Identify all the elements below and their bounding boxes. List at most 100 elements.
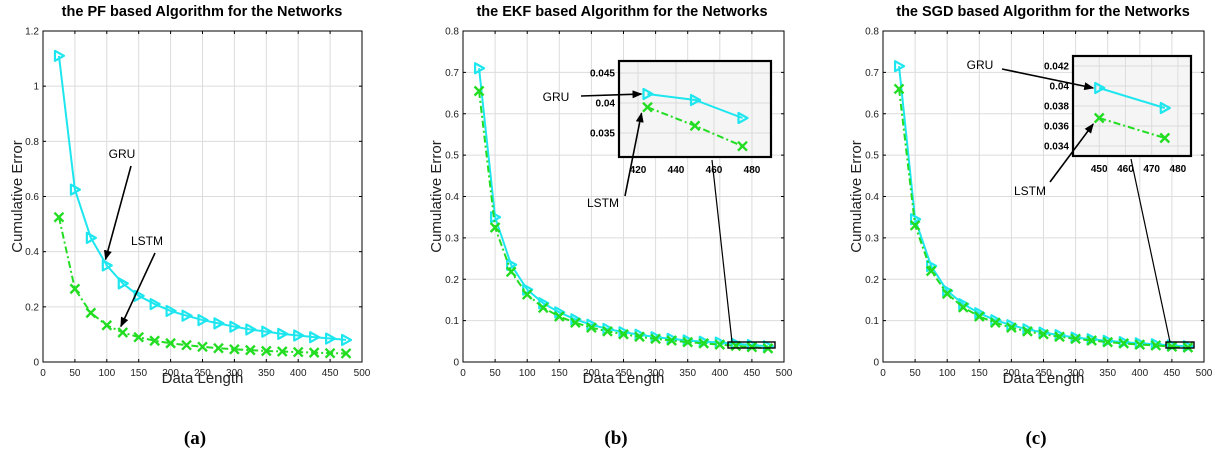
x-tick-label: 350	[258, 368, 275, 379]
data-point-gru	[909, 213, 922, 226]
inset-x-tick-label: 420	[630, 165, 647, 176]
data-point-lstm	[53, 211, 65, 223]
y-tick-label: 0.4	[445, 192, 459, 203]
data-point-lstm	[308, 347, 320, 358]
data-point-lstm	[505, 266, 517, 278]
x-axis-label: Data Length	[583, 370, 665, 387]
data-point-lstm	[602, 326, 613, 337]
y-tick-label: 0.8	[865, 27, 879, 38]
data-point-lstm	[1006, 322, 1017, 334]
x-tick-label: 500	[354, 368, 371, 379]
y-tick-label: 0.4	[25, 247, 39, 258]
zoom-region-box	[727, 341, 776, 349]
inset-x-tick-label: 480	[744, 165, 761, 176]
data-point-gru	[117, 277, 129, 290]
inset-y-tick-label: 0.035	[590, 129, 615, 140]
y-axis-label: Cumulative Error	[428, 140, 445, 253]
data-point-gru	[101, 259, 113, 272]
x-tick-label: 0	[880, 368, 886, 379]
y-tick-label: 0.3	[445, 233, 459, 244]
chart-title: the EKF based Algorithm for the Networks	[476, 4, 767, 20]
data-point-gru	[473, 62, 486, 75]
annotation-arrow	[120, 252, 156, 328]
annotation-gru: GRU	[967, 58, 994, 72]
y-tick-label: 0.1	[445, 316, 459, 327]
x-tick-label: 450	[1164, 368, 1181, 379]
data-point-gru	[340, 333, 353, 347]
x-tick-label: 100	[98, 368, 115, 379]
data-point-lstm	[229, 343, 240, 355]
x-tick-label: 200	[583, 368, 600, 379]
y-tick-label: 0.8	[445, 27, 459, 38]
x-tick-label: 400	[290, 368, 307, 379]
data-point-lstm	[292, 346, 304, 358]
data-point-lstm	[1118, 338, 1130, 349]
data-point-lstm	[1070, 333, 1081, 345]
x-tick-label: 400	[1131, 368, 1148, 379]
data-point-lstm	[553, 311, 565, 322]
y-tick-label: 0.3	[865, 233, 879, 244]
data-point-lstm	[117, 327, 129, 338]
data-point-lstm	[682, 336, 694, 348]
zoom-connector-line	[1130, 158, 1171, 343]
data-point-gru	[245, 323, 257, 336]
x-tick-label: 300	[647, 368, 664, 379]
data-point-lstm	[909, 220, 921, 231]
x-axis-label: Data Length	[1003, 370, 1085, 387]
data-point-lstm	[990, 317, 1001, 329]
data-point-gru	[490, 211, 502, 224]
data-point-lstm	[941, 288, 953, 300]
data-point-lstm	[618, 328, 629, 340]
data-point-gru	[229, 320, 241, 333]
y-tick-label: 0.2	[25, 302, 39, 313]
data-point-gru	[53, 49, 66, 62]
y-tick-label: 0	[873, 358, 879, 369]
y-tick-label: 0.6	[445, 109, 459, 120]
data-point-lstm	[586, 322, 597, 334]
data-point-lstm	[213, 342, 224, 354]
data-point-lstm	[521, 289, 533, 300]
data-point-lstm	[925, 265, 937, 277]
y-tick-label: 1	[33, 82, 39, 93]
data-point-gru	[506, 258, 518, 271]
data-point-lstm	[537, 302, 549, 314]
inset-series-line-gru	[1098, 87, 1166, 109]
data-point-lstm	[1054, 331, 1065, 343]
x-tick-label: 200	[162, 368, 179, 379]
inset-data-point-lstm	[642, 101, 653, 113]
inset-data-point-lstm	[737, 140, 748, 152]
y-tick-label: 0	[33, 358, 39, 369]
data-point-lstm	[746, 341, 758, 353]
data-point-lstm	[473, 85, 485, 97]
data-point-lstm	[973, 311, 985, 322]
data-point-gru	[277, 327, 289, 340]
x-tick-label: 450	[322, 368, 339, 379]
y-tick-label: 0.7	[445, 68, 459, 79]
annotation-lstm: LSTM	[131, 234, 163, 248]
x-tick-label: 250	[1035, 368, 1052, 379]
x-tick-label: 50	[910, 368, 922, 379]
data-point-gru	[85, 231, 97, 244]
inset-x-tick-label: 450	[1091, 164, 1108, 175]
data-point-lstm	[650, 333, 661, 345]
x-tick-label: 200	[1003, 368, 1020, 379]
data-point-lstm	[1150, 340, 1162, 351]
data-point-lstm	[276, 346, 288, 357]
x-tick-label: 400	[711, 368, 728, 379]
data-point-lstm	[69, 283, 81, 295]
data-point-lstm	[1134, 339, 1146, 350]
annotation-gru: GRU	[109, 147, 136, 161]
data-point-lstm	[245, 344, 256, 356]
y-tick-label: 0.2	[865, 275, 879, 286]
data-point-lstm	[714, 339, 726, 350]
x-tick-label: 500	[776, 368, 793, 379]
data-point-gru	[261, 325, 273, 338]
x-tick-label: 150	[551, 368, 568, 379]
y-tick-label: 0.1	[865, 316, 879, 327]
annotation-arrow	[1001, 68, 1095, 91]
data-point-lstm	[634, 331, 645, 343]
chart-panel-0: the PF based Algorithm for the Networks 0…	[9, 4, 371, 449]
data-point-lstm	[1038, 328, 1049, 340]
inset-data-point-lstm	[1159, 132, 1171, 144]
